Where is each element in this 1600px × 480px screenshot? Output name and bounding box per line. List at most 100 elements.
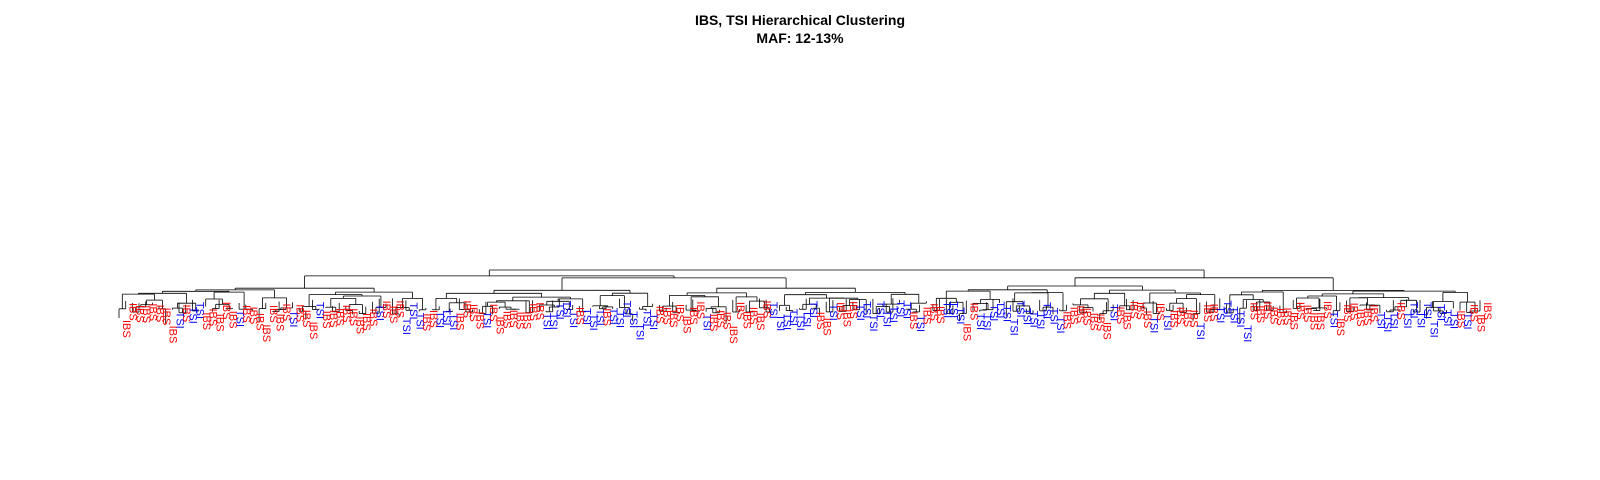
leaf-label: IBS <box>200 312 212 330</box>
leaf-label: IBS <box>494 317 506 335</box>
leaf-label: IBS <box>267 305 279 323</box>
dendrogram-branches <box>118 269 1481 324</box>
leaf-label: IBS <box>1314 312 1326 330</box>
leaf-label: IBS <box>687 307 699 325</box>
leaf-label: IBS <box>1127 301 1139 319</box>
leaf-label: TSI <box>947 301 959 318</box>
leaf-label: TSI <box>1047 308 1059 325</box>
leaf-label: IBS <box>1348 303 1360 321</box>
leaf-label: IBS <box>667 310 679 328</box>
leaf-label: TSI <box>941 301 953 318</box>
leaf-label: IBS <box>1468 304 1480 322</box>
leaf-label: TSI <box>1054 316 1066 333</box>
leaf-label: IBS <box>1308 312 1320 330</box>
leaf-label: IBS <box>1341 304 1353 322</box>
leaf-label: TSI <box>594 309 606 326</box>
leaf-label: IBS <box>360 313 372 331</box>
leaf-label: IBS <box>967 303 979 321</box>
leaf-label: TSI <box>794 314 806 331</box>
leaf-label: IBS <box>1481 302 1493 320</box>
leaf-label: TSI <box>640 309 652 326</box>
leaf-label: IBS <box>394 300 406 318</box>
leaf-label: TSI <box>400 318 412 335</box>
leaf-label: IBS <box>841 309 853 327</box>
leaf-label: TSI <box>1014 300 1026 317</box>
leaf-label: TSI <box>887 306 899 323</box>
chart-subtitle: MAF: 12-13% <box>756 30 844 46</box>
leaf-label: IBS <box>167 326 179 344</box>
leaf-label: IBS <box>574 307 586 325</box>
leaf-label: TSI <box>981 314 993 331</box>
leaf-label: IBS <box>1261 302 1273 320</box>
leaf-label: TSI <box>767 302 779 319</box>
leaf-label: TSI <box>801 310 813 327</box>
leaf-label: TSI <box>440 308 452 325</box>
leaf-label: TSI <box>1328 311 1340 328</box>
leaf-label: IBS <box>1174 307 1186 325</box>
leaf-label: TSI <box>881 310 893 327</box>
leaf-label: IBS <box>1134 302 1146 320</box>
leaf-label: IBS <box>1294 302 1306 320</box>
leaf-label: TSI <box>447 313 459 330</box>
leaf-label: TSI <box>874 301 886 318</box>
leaf-label: TSI <box>861 301 873 318</box>
leaf-label: TSI <box>1007 319 1019 336</box>
leaf-label: IBS <box>1288 312 1300 330</box>
leaf-label: TSI <box>974 313 986 330</box>
leaf-label: IBS <box>707 314 719 332</box>
leaf-label: IBS <box>340 305 352 323</box>
leaf-label: TSI <box>560 301 572 318</box>
leaf-label: IBS <box>1074 305 1086 323</box>
leaf-label: IBS <box>534 302 546 320</box>
chart-title: IBS, TSI Hierarchical Clustering <box>694 12 906 28</box>
leaf-label: IBS <box>320 311 332 329</box>
leaf-label: IBS <box>1474 314 1486 332</box>
leaf-label: IBS <box>280 304 292 322</box>
leaf-label: TSI <box>1234 310 1246 327</box>
leaf-label: IBS <box>160 308 172 326</box>
leaf-label: IBS <box>1274 308 1286 326</box>
leaf-label: IBS <box>240 305 252 323</box>
leaf-label: TSI <box>1448 312 1460 329</box>
leaf-label: TSI <box>480 311 492 328</box>
leaf-label: TSI <box>1374 312 1386 329</box>
leaf-label: TSI <box>614 311 626 328</box>
leaf-label: IBS <box>921 307 933 325</box>
leaf-label: TSI <box>774 314 786 331</box>
leaf-label: IBS <box>1454 310 1466 328</box>
leaf-label: TSI <box>434 311 446 328</box>
leaf-label: IBS <box>1188 310 1200 328</box>
leaf-label: TSI <box>1107 304 1119 321</box>
leaf-label: IBS <box>127 303 139 321</box>
leaf-label: TSI <box>634 323 646 340</box>
leaf-label: IBS <box>1248 302 1260 320</box>
leaf-label: IBS <box>273 314 285 332</box>
leaf-label: IBS <box>1114 307 1126 325</box>
leaf-label: TSI <box>1441 309 1453 326</box>
leaf-label: IBS <box>1354 309 1366 327</box>
leaf-label: TSI <box>647 313 659 330</box>
leaf-label: IBS <box>227 311 239 329</box>
leaf-label: TSI <box>1228 306 1240 323</box>
leaf-label: TSI <box>607 308 619 325</box>
leaf-label: TSI <box>807 301 819 318</box>
leaf-label: TSI <box>540 313 552 330</box>
leaf-label: IBS <box>747 307 759 325</box>
leaf-labels: IBSIBSIBSIBSIBSIBSIBSIBSTSIIBSTSITSIIBSI… <box>120 300 1493 343</box>
leaf-label: TSI <box>1408 302 1420 319</box>
leaf-label: IBS <box>600 308 612 326</box>
leaf-label: IBS <box>247 307 259 325</box>
leaf-label: IBS <box>454 313 466 331</box>
leaf-label: IBS <box>427 310 439 328</box>
leaf-label: IBS <box>1087 313 1099 331</box>
leaf-label: TSI <box>233 310 245 327</box>
leaf-label: IBS <box>387 306 399 324</box>
leaf-label: IBS <box>927 303 939 321</box>
leaf-label: IBS <box>140 305 152 323</box>
leaf-label: IBS <box>307 322 319 340</box>
leaf-label: TSI <box>1034 312 1046 329</box>
leaf-label: TSI <box>1214 306 1226 323</box>
leaf-label: IBS <box>1121 312 1133 330</box>
leaf-label: TSI <box>193 302 205 319</box>
leaf-label: IBS <box>1368 304 1380 322</box>
